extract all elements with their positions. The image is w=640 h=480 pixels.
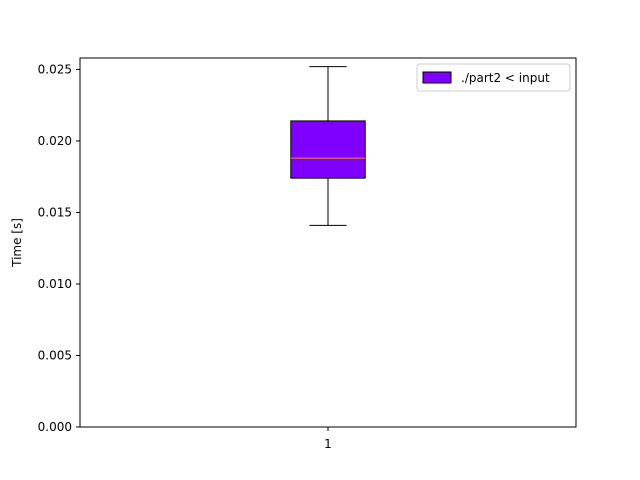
- y-axis-label: Time [s]: [10, 218, 24, 268]
- x-tick-label: 1: [324, 437, 332, 451]
- y-tick-label: 0.015: [38, 205, 72, 219]
- legend-frame: [416, 63, 571, 92]
- legend-swatch: [422, 71, 452, 84]
- iqr-box: [290, 120, 366, 179]
- y-tick-label: 0.010: [38, 277, 72, 291]
- y-tick-label: 0.025: [38, 62, 72, 76]
- box-series: [290, 66, 366, 226]
- y-tick-label: 0.005: [38, 348, 72, 362]
- x-axis-ticks: 1: [324, 427, 332, 451]
- y-axis-ticks: 0.000 0.005 0.010 0.015 0.020 0.025: [38, 62, 80, 434]
- y-tick-label: 0.000: [38, 420, 72, 434]
- y-tick-label: 0.020: [38, 134, 72, 148]
- axes-frame: [79, 57, 577, 428]
- legend-label: ./part2 < input: [461, 71, 550, 85]
- legend: ./part2 < input: [416, 63, 571, 92]
